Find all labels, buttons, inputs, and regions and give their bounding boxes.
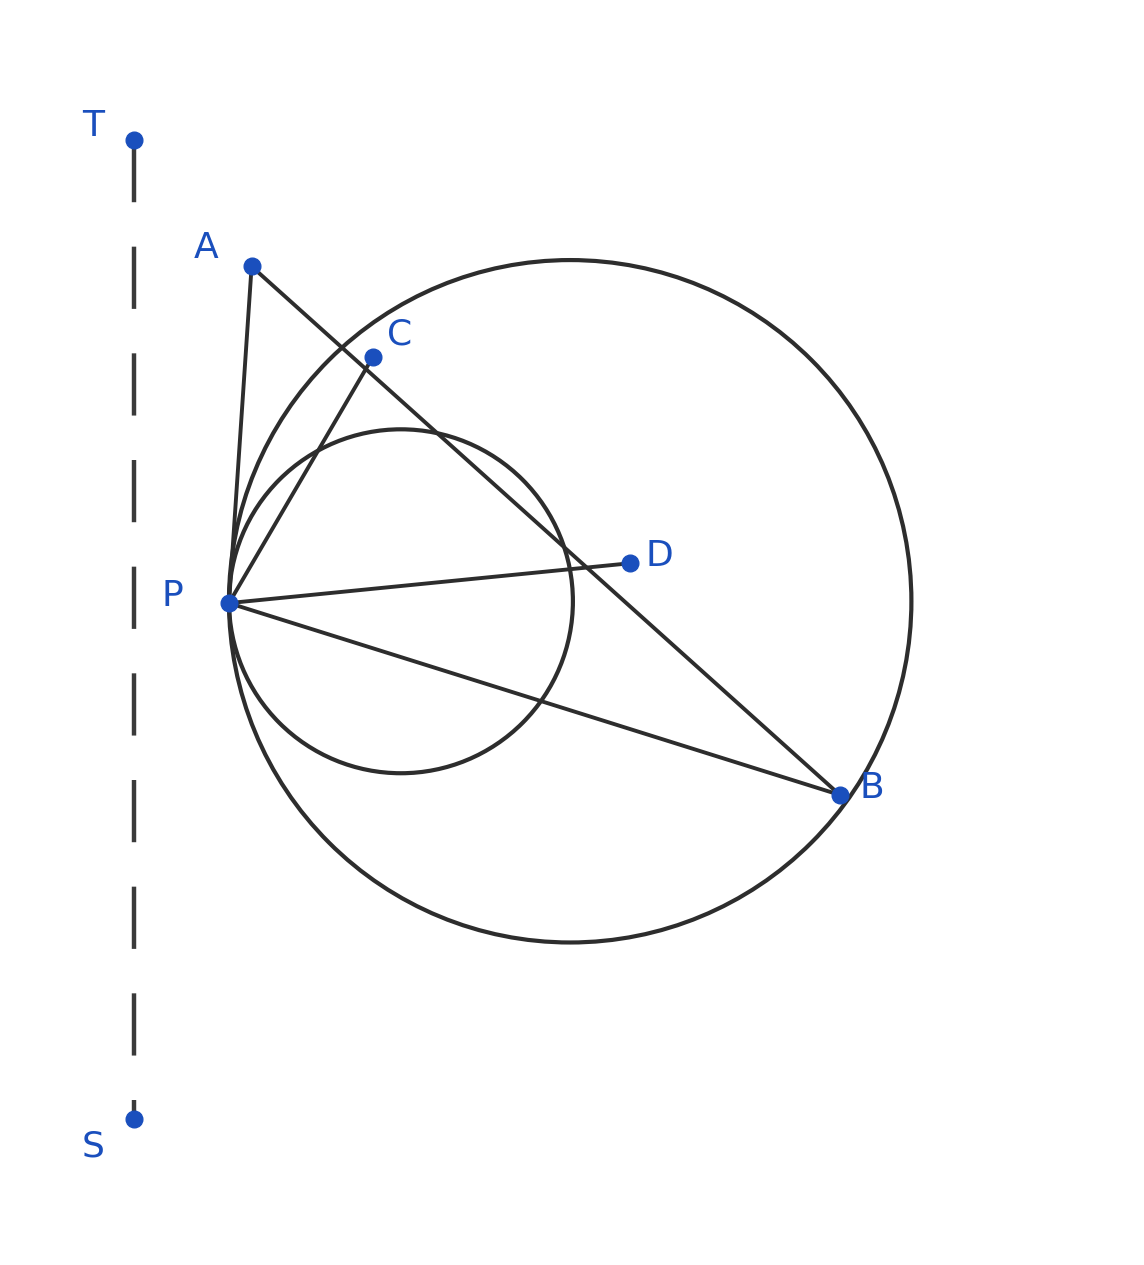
Text: S: S (81, 1130, 104, 1163)
Text: A: A (194, 231, 219, 266)
Text: D: D (645, 539, 673, 573)
Text: C: C (388, 318, 413, 352)
Text: P: P (162, 579, 184, 612)
Text: T: T (82, 109, 104, 143)
Text: B: B (859, 770, 884, 805)
